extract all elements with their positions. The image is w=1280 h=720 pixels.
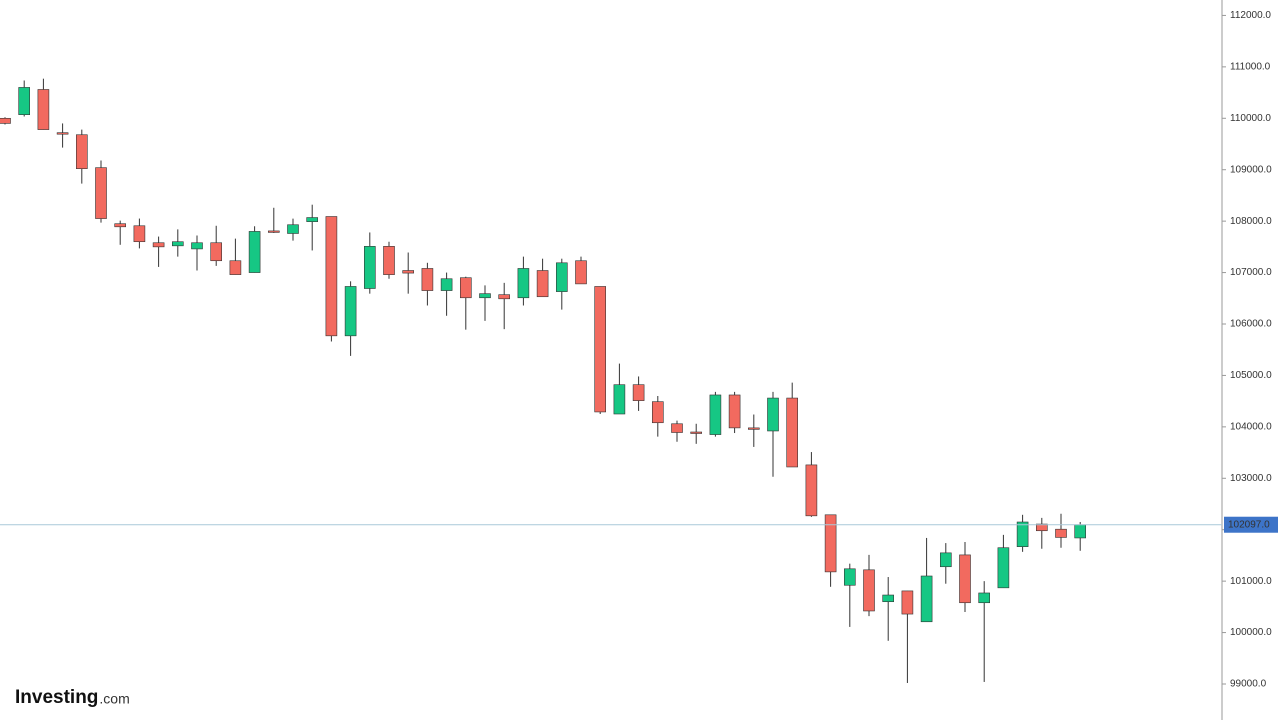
candle-body xyxy=(267,230,280,233)
candle-body xyxy=(114,223,126,228)
logo-suffix: .com xyxy=(99,691,129,707)
candle-body xyxy=(172,241,184,247)
candle-body xyxy=(344,286,357,337)
candle-body xyxy=(786,397,799,468)
candle-body xyxy=(805,464,818,517)
y-tick-label: 107000.0 xyxy=(1230,267,1272,278)
candle-body xyxy=(191,242,203,250)
candle-body xyxy=(0,117,11,124)
candle-body xyxy=(402,270,415,274)
y-tick-label: 112000.0 xyxy=(1230,10,1271,21)
candle-body xyxy=(536,270,549,298)
candle-body xyxy=(18,87,31,115)
candle-body xyxy=(1036,523,1048,532)
candle-body xyxy=(56,132,69,135)
candle-body xyxy=(651,401,664,424)
y-tick-label: 99000.0 xyxy=(1230,679,1267,690)
candle-body xyxy=(555,262,568,292)
candle-body xyxy=(843,568,856,586)
candle-body xyxy=(133,225,146,243)
candle-body xyxy=(95,167,107,219)
y-tick-label: 103000.0 xyxy=(1230,473,1272,484)
candle-body xyxy=(728,394,741,429)
y-tick-label: 104000.0 xyxy=(1230,421,1272,432)
candle-body xyxy=(517,268,530,299)
candle-body xyxy=(152,242,165,248)
candle-body xyxy=(306,217,319,222)
candle-body xyxy=(594,286,607,413)
candle-body xyxy=(479,293,491,299)
candle-body xyxy=(248,231,261,273)
current-price-label: 102097.0 xyxy=(1228,519,1270,530)
candle-body xyxy=(363,246,376,289)
candle-body xyxy=(37,89,50,130)
candle-body xyxy=(613,384,626,415)
candle-body xyxy=(76,134,88,169)
y-tick-label: 111000.0 xyxy=(1230,61,1271,72)
y-tick-label: 100000.0 xyxy=(1230,627,1272,638)
candle-body xyxy=(325,216,338,337)
y-tick-label: 106000.0 xyxy=(1230,319,1272,330)
candle-body xyxy=(747,427,760,430)
candle-body xyxy=(287,224,299,234)
candle-body xyxy=(1055,528,1067,538)
candle-body xyxy=(1074,524,1086,539)
candle-body xyxy=(863,569,875,612)
y-tick-label: 108000.0 xyxy=(1230,216,1272,227)
candle-body xyxy=(978,592,991,604)
candle-body xyxy=(671,423,683,433)
candle-body xyxy=(1016,521,1029,547)
candle-body xyxy=(939,552,952,568)
candle-body xyxy=(824,514,837,573)
candle-body xyxy=(575,260,587,285)
candle-body xyxy=(632,384,645,401)
candle-body xyxy=(229,260,242,275)
candle-body xyxy=(882,594,895,603)
candle-body xyxy=(383,246,395,275)
current-price-box xyxy=(1224,516,1278,533)
candle-body xyxy=(920,575,933,623)
candle-body xyxy=(498,294,511,300)
candle-body xyxy=(767,397,779,432)
candle-body xyxy=(997,547,1010,589)
candle-body xyxy=(459,277,472,299)
candle-body xyxy=(421,268,434,291)
candle-body xyxy=(690,431,703,434)
y-tick-label: 101000.0 xyxy=(1230,576,1272,587)
logo: Investing xyxy=(15,687,98,708)
candle-body xyxy=(210,242,222,262)
candle-body xyxy=(959,554,971,604)
candle-body xyxy=(709,394,722,435)
y-tick-label: 110000.0 xyxy=(1230,113,1271,124)
candle-body xyxy=(440,278,453,291)
y-tick-label: 109000.0 xyxy=(1230,164,1272,175)
y-tick-label: 105000.0 xyxy=(1230,370,1272,381)
candle-body xyxy=(901,590,914,615)
